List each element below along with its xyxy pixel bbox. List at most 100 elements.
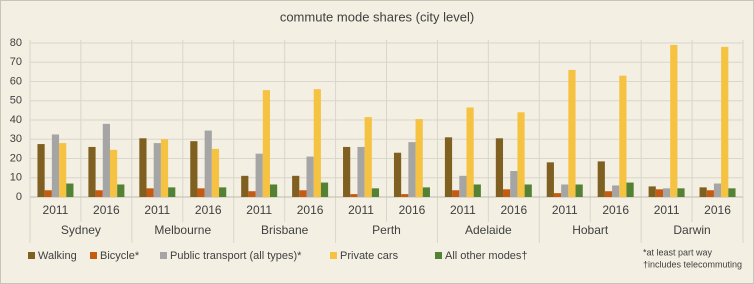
group-label: Darwin bbox=[673, 223, 710, 237]
group-label: Hobart bbox=[572, 223, 609, 237]
bar bbox=[612, 185, 620, 197]
x-tick-label: 2011 bbox=[450, 203, 476, 217]
bar bbox=[343, 146, 351, 197]
bar bbox=[59, 143, 67, 197]
x-tick-label: 2016 bbox=[602, 203, 629, 217]
bar bbox=[677, 188, 685, 197]
x-tick-label: 2011 bbox=[552, 203, 578, 217]
group-label: Brisbane bbox=[261, 223, 309, 237]
x-tick-label: 2016 bbox=[195, 203, 222, 217]
bar bbox=[269, 184, 278, 197]
bar bbox=[524, 184, 532, 197]
bar bbox=[466, 107, 474, 197]
bar bbox=[248, 191, 256, 197]
bar bbox=[51, 134, 60, 197]
bar bbox=[262, 90, 270, 197]
bar bbox=[204, 130, 212, 197]
bar bbox=[350, 194, 358, 197]
bar bbox=[721, 46, 729, 197]
bar bbox=[88, 146, 96, 197]
legend-swatch bbox=[330, 252, 337, 259]
bar bbox=[408, 142, 416, 197]
bar bbox=[510, 171, 518, 197]
bar bbox=[292, 175, 300, 197]
bar bbox=[255, 153, 263, 197]
y-tick-label: 60 bbox=[10, 75, 22, 87]
bar bbox=[401, 194, 409, 197]
bar bbox=[117, 184, 125, 197]
x-tick-label: 2016 bbox=[93, 203, 120, 217]
x-tick-label: 2011 bbox=[348, 203, 374, 217]
bar bbox=[699, 187, 707, 197]
bar bbox=[648, 186, 656, 197]
group-label: Adelaide bbox=[465, 223, 512, 237]
bar bbox=[168, 187, 176, 197]
bar bbox=[102, 123, 110, 197]
y-tick-label: 40 bbox=[10, 114, 22, 126]
bar bbox=[503, 189, 511, 197]
bar bbox=[452, 190, 460, 197]
bar bbox=[211, 148, 220, 197]
x-tick-label: 2011 bbox=[246, 203, 272, 217]
group-label: Perth bbox=[372, 223, 401, 237]
bar bbox=[306, 156, 314, 197]
bar bbox=[706, 190, 714, 197]
legend-swatch bbox=[90, 252, 97, 259]
legend-label: Bicycle* bbox=[100, 250, 140, 262]
y-tick-label: 70 bbox=[10, 56, 22, 68]
footnote: †includes telecommuting bbox=[643, 259, 742, 269]
bar bbox=[663, 188, 671, 197]
bar bbox=[444, 137, 453, 197]
x-tick-label: 2011 bbox=[43, 203, 69, 217]
y-tick-label: 10 bbox=[10, 172, 22, 184]
bar bbox=[219, 187, 227, 197]
bar bbox=[713, 183, 722, 197]
bar bbox=[575, 184, 583, 197]
y-tick-label: 20 bbox=[10, 152, 22, 164]
bar bbox=[241, 175, 249, 197]
bar bbox=[422, 187, 430, 197]
x-tick-label: 2016 bbox=[704, 203, 731, 217]
chart-title: commute mode shares (city level) bbox=[280, 9, 474, 24]
bar bbox=[109, 149, 118, 197]
x-tick-label: 2011 bbox=[654, 203, 680, 217]
bar bbox=[415, 119, 423, 197]
x-tick-label: 2016 bbox=[500, 203, 527, 217]
bar bbox=[655, 189, 664, 197]
legend-swatch bbox=[435, 252, 442, 259]
footnote: *at least part way bbox=[643, 247, 713, 257]
bar bbox=[568, 69, 576, 197]
bar bbox=[66, 183, 74, 197]
y-tick-label: 80 bbox=[10, 37, 22, 49]
bar bbox=[517, 112, 525, 197]
y-tick-label: 50 bbox=[10, 95, 22, 107]
legend-label: Public transport (all types)* bbox=[170, 250, 302, 262]
bar bbox=[459, 175, 467, 197]
bar bbox=[473, 184, 481, 197]
legend-swatch bbox=[160, 252, 167, 259]
bar bbox=[146, 188, 154, 197]
bar bbox=[553, 193, 562, 197]
bar bbox=[160, 139, 169, 197]
bar bbox=[561, 184, 569, 197]
x-tick-label: 2016 bbox=[399, 203, 426, 217]
bar bbox=[95, 190, 103, 197]
bar bbox=[604, 191, 613, 197]
bar bbox=[371, 188, 380, 197]
legend-label: Private cars bbox=[340, 250, 399, 262]
x-tick-label: 2016 bbox=[297, 203, 324, 217]
bar bbox=[153, 143, 161, 197]
legend-label: All other modes† bbox=[445, 250, 528, 262]
x-tick-label: 2011 bbox=[144, 203, 170, 217]
bar bbox=[197, 188, 205, 197]
bar bbox=[44, 190, 52, 197]
y-tick-label: 0 bbox=[16, 191, 22, 203]
bar bbox=[299, 190, 307, 197]
bar bbox=[393, 152, 402, 197]
bar bbox=[320, 182, 329, 197]
group-label: Sydney bbox=[61, 223, 101, 237]
bar bbox=[546, 162, 554, 197]
bar bbox=[313, 89, 321, 197]
